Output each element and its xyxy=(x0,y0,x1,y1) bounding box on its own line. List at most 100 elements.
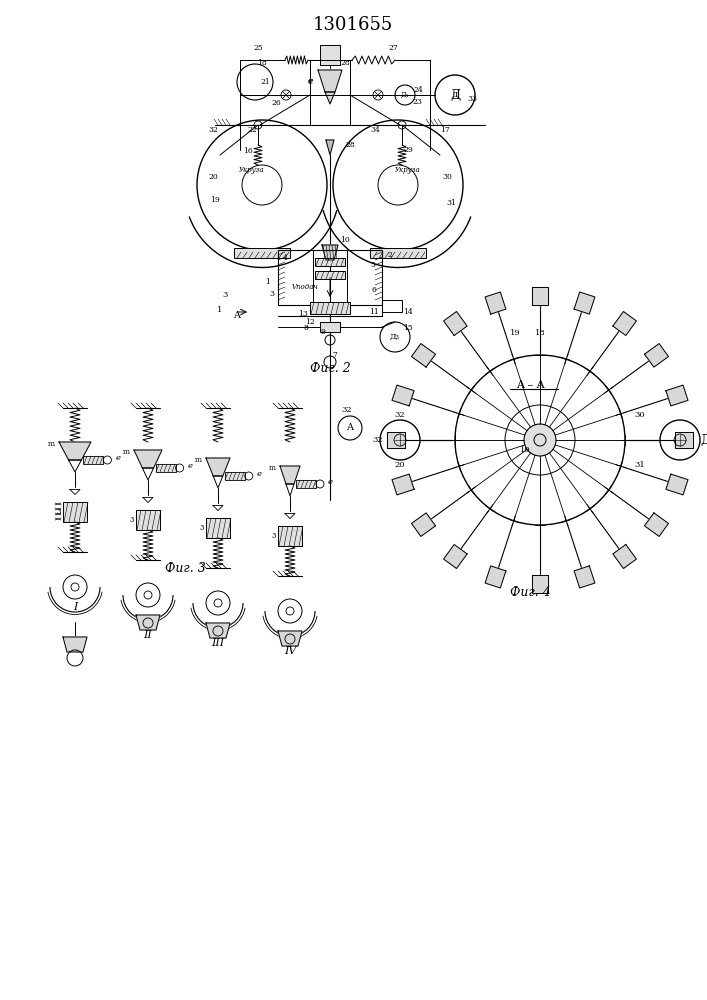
Bar xyxy=(310,302,350,314)
Text: e: e xyxy=(257,470,262,478)
Polygon shape xyxy=(136,615,160,630)
Polygon shape xyxy=(143,497,153,502)
Text: 3: 3 xyxy=(129,516,134,524)
Text: Укруза: Укруза xyxy=(239,166,265,174)
Bar xyxy=(63,502,87,522)
Bar xyxy=(315,258,345,266)
Polygon shape xyxy=(206,458,230,476)
Polygon shape xyxy=(666,385,688,406)
Polygon shape xyxy=(613,312,636,335)
Text: 32: 32 xyxy=(341,406,352,414)
Bar xyxy=(83,456,103,464)
Text: 34: 34 xyxy=(370,126,380,134)
Text: IV: IV xyxy=(284,646,296,656)
Text: m: m xyxy=(123,448,130,456)
Circle shape xyxy=(524,424,556,456)
Text: 6: 6 xyxy=(372,286,376,294)
Text: 28: 28 xyxy=(340,59,350,67)
Text: e: e xyxy=(308,77,312,85)
Text: 24: 24 xyxy=(413,86,423,94)
Polygon shape xyxy=(443,312,467,335)
Text: 5: 5 xyxy=(370,261,375,269)
Polygon shape xyxy=(574,566,595,588)
Text: 14: 14 xyxy=(403,308,413,316)
Bar xyxy=(225,472,245,480)
Text: 23: 23 xyxy=(412,98,422,106)
Text: m: m xyxy=(48,440,55,448)
Text: 3: 3 xyxy=(271,532,276,540)
Polygon shape xyxy=(443,545,467,568)
Text: 13: 13 xyxy=(298,310,308,318)
Polygon shape xyxy=(392,385,414,406)
Bar xyxy=(315,271,345,279)
Text: e: e xyxy=(328,478,333,486)
Polygon shape xyxy=(325,92,335,104)
Bar xyxy=(370,248,426,258)
Text: 3: 3 xyxy=(269,290,274,298)
Text: I: I xyxy=(73,602,77,612)
Text: 22: 22 xyxy=(247,126,257,134)
Bar xyxy=(156,464,175,472)
Text: 7: 7 xyxy=(332,351,337,359)
Text: 1: 1 xyxy=(217,306,223,314)
Polygon shape xyxy=(666,474,688,495)
Text: 4: 4 xyxy=(283,254,288,262)
Text: 31: 31 xyxy=(635,461,645,469)
Text: 31: 31 xyxy=(446,199,456,207)
Text: 2: 2 xyxy=(387,251,392,259)
Text: 30: 30 xyxy=(635,411,645,419)
Bar xyxy=(278,250,382,305)
Text: A: A xyxy=(346,424,354,432)
Polygon shape xyxy=(63,637,87,652)
Text: Д: Д xyxy=(450,89,460,102)
Text: Укруза: Укруза xyxy=(395,166,421,174)
Text: 32: 32 xyxy=(373,436,383,444)
Polygon shape xyxy=(206,623,230,638)
Text: m: m xyxy=(195,456,202,464)
Text: 21: 21 xyxy=(260,78,270,86)
Text: 12: 12 xyxy=(305,318,315,326)
Text: II: II xyxy=(144,630,153,640)
Bar xyxy=(206,518,230,538)
Text: 3: 3 xyxy=(199,524,204,532)
Polygon shape xyxy=(645,513,669,536)
Polygon shape xyxy=(574,292,595,314)
Text: 15: 15 xyxy=(403,324,413,332)
Bar xyxy=(320,322,340,332)
Text: 18: 18 xyxy=(257,59,267,67)
Text: Д: Д xyxy=(452,91,458,99)
Text: Фиг. 3: Фиг. 3 xyxy=(165,562,205,574)
Polygon shape xyxy=(392,474,414,495)
Polygon shape xyxy=(280,466,300,484)
Text: 25: 25 xyxy=(253,44,263,52)
Text: 20: 20 xyxy=(395,461,405,469)
Polygon shape xyxy=(213,506,223,510)
Text: e: e xyxy=(187,462,192,470)
Polygon shape xyxy=(675,432,693,448)
Text: 27: 27 xyxy=(388,44,398,52)
Polygon shape xyxy=(59,442,91,460)
Polygon shape xyxy=(532,575,548,593)
Text: 28: 28 xyxy=(345,141,355,149)
Text: 26: 26 xyxy=(271,99,281,107)
Text: 33: 33 xyxy=(467,95,477,103)
Text: m: m xyxy=(269,464,276,472)
Text: 19: 19 xyxy=(210,196,220,204)
Text: 18: 18 xyxy=(534,329,545,337)
Polygon shape xyxy=(645,344,669,367)
Text: e: e xyxy=(115,454,120,462)
Polygon shape xyxy=(411,513,436,536)
Text: 16: 16 xyxy=(243,147,253,155)
Polygon shape xyxy=(485,566,506,588)
Text: 3: 3 xyxy=(57,508,61,516)
Bar xyxy=(136,510,160,530)
Text: 20: 20 xyxy=(208,173,218,181)
Text: A – A: A – A xyxy=(515,380,544,390)
Text: A: A xyxy=(233,310,240,320)
Text: 1: 1 xyxy=(266,278,271,286)
Text: 17: 17 xyxy=(440,126,450,134)
Text: Д₃: Д₃ xyxy=(390,333,400,341)
Polygon shape xyxy=(285,514,295,518)
Text: 8: 8 xyxy=(303,324,308,332)
Text: III: III xyxy=(211,638,225,648)
